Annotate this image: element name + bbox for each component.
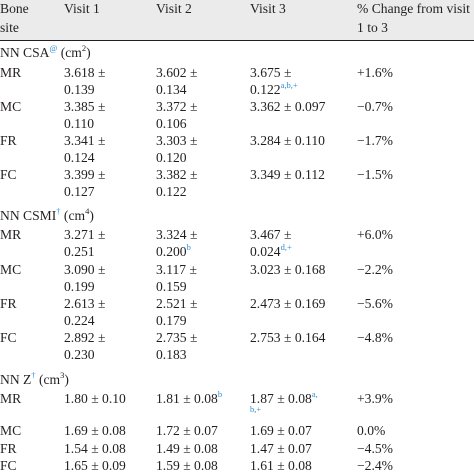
row-site: MR bbox=[0, 65, 22, 80]
cell-visit1: 2.892 ± bbox=[64, 330, 106, 345]
cell-visit2-sd: 0.122 bbox=[156, 184, 187, 199]
cell-visit3: 3.284 ± 0.110 bbox=[250, 133, 325, 148]
cell-visit2-sd: 0.120 bbox=[156, 150, 187, 165]
cell-visit3: 2.753 ± 0.164 bbox=[250, 330, 326, 345]
row-site: FC bbox=[0, 458, 17, 473]
row-site: FC bbox=[0, 330, 17, 345]
header-change-line2: 1 to 3 bbox=[357, 20, 388, 35]
cell-visit1-sd: 0.199 bbox=[64, 279, 95, 294]
cell-change: −5.6% bbox=[357, 296, 393, 311]
cell-visit1: 1.69 ± 0.08 bbox=[64, 423, 126, 438]
cell-visit1: 2.613 ± bbox=[64, 296, 106, 311]
cell-visit2-sd: 0.159 bbox=[156, 279, 187, 294]
cell-change: −4.5% bbox=[357, 441, 393, 456]
cell-visit1: 1.54 ± 0.08 bbox=[64, 441, 126, 456]
header-visit-2: Visit 2 bbox=[156, 1, 192, 16]
row-site: FR bbox=[0, 133, 17, 148]
cell-visit1: 3.090 ± bbox=[64, 262, 106, 277]
cell-visit2: 3.372 ± bbox=[156, 99, 198, 114]
cell-visit2-sd: 0.200b bbox=[156, 242, 191, 259]
cell-change: −1.5% bbox=[357, 167, 393, 182]
row-site: MC bbox=[0, 99, 22, 114]
cell-visit1: 1.80 ± 0.10 bbox=[64, 391, 126, 406]
cell-visit3: 1.69 ± 0.07 bbox=[250, 423, 312, 438]
cell-visit1-sd: 0.224 bbox=[64, 313, 95, 328]
cell-visit2-sd: 0.183 bbox=[156, 347, 187, 362]
cell-visit1: 3.385 ± bbox=[64, 99, 106, 114]
cell-visit3: 1.47 ± 0.07 bbox=[250, 441, 312, 456]
cell-visit3: 1.61 ± 0.08 bbox=[250, 458, 312, 473]
cell-visit2-sd: 0.134 bbox=[156, 82, 187, 97]
section-title-csmi: NN CSMI† (cm4) bbox=[0, 206, 94, 223]
header-visit-1: Visit 1 bbox=[64, 1, 100, 16]
cell-visit3: 3.023 ± 0.168 bbox=[250, 262, 326, 277]
cell-visit2: 3.382 ± bbox=[156, 167, 198, 182]
header-rule bbox=[0, 40, 474, 41]
section-title-z: NN Z† (cm3) bbox=[0, 370, 69, 387]
cell-visit1: 3.618 ± bbox=[64, 65, 106, 80]
cell-visit2-sd: 0.179 bbox=[156, 313, 187, 328]
cell-visit1: 3.271 ± bbox=[64, 227, 106, 242]
cell-change: −0.7% bbox=[357, 99, 393, 114]
cell-visit3-footnote: b,+ bbox=[250, 404, 262, 414]
section-title-csa: NN CSA@ (cm2) bbox=[0, 43, 91, 60]
cell-visit2: 1.59 ± 0.08 bbox=[156, 458, 218, 473]
cell-visit3: 3.467 ± bbox=[250, 227, 292, 242]
cell-visit2: 3.117 ± bbox=[156, 262, 197, 277]
table-header-background bbox=[0, 0, 474, 40]
row-site: FR bbox=[0, 296, 17, 311]
cell-visit3: 3.675 ± bbox=[250, 65, 292, 80]
cell-visit1-sd: 0.230 bbox=[64, 347, 95, 362]
cell-change: −1.7% bbox=[357, 133, 393, 148]
cell-visit1: 1.65 ± 0.09 bbox=[64, 458, 126, 473]
cell-change: +3.9% bbox=[357, 391, 393, 406]
cell-visit2-sd: 0.106 bbox=[156, 116, 187, 131]
cell-change: −4.8% bbox=[357, 330, 393, 345]
row-site: MR bbox=[0, 391, 22, 406]
cell-visit1: 3.399 ± bbox=[64, 167, 106, 182]
cell-visit3-sd: 0.024d,+ bbox=[250, 242, 292, 259]
cell-change: +1.6% bbox=[357, 65, 393, 80]
cell-visit3: 1.87 ± 0.08a, bbox=[250, 389, 318, 406]
header-change-line1: % Change from visit bbox=[357, 1, 470, 16]
cell-visit1-sd: 0.251 bbox=[64, 244, 95, 259]
cell-visit1-sd: 0.110 bbox=[64, 116, 95, 131]
header-bone-site-line1: Bone bbox=[0, 1, 29, 16]
cell-visit2: 2.735 ± bbox=[156, 330, 198, 345]
header-visit-3: Visit 3 bbox=[250, 1, 286, 16]
cell-visit2: 1.49 ± 0.08 bbox=[156, 441, 218, 456]
cell-visit2: 1.81 ± 0.08b bbox=[156, 389, 223, 406]
header-bone-site-line2: site bbox=[0, 20, 19, 35]
cell-visit2: 3.324 ± bbox=[156, 227, 198, 242]
cell-change: 0.0% bbox=[357, 423, 386, 438]
row-site: FC bbox=[0, 167, 17, 182]
cell-visit1-sd: 0.127 bbox=[64, 184, 95, 199]
cell-visit3: 3.362 ± 0.097 bbox=[250, 99, 326, 114]
cell-visit2: 3.602 ± bbox=[156, 65, 198, 80]
row-site: MC bbox=[0, 423, 22, 438]
cell-change: +6.0% bbox=[357, 227, 393, 242]
cell-visit2: 2.521 ± bbox=[156, 296, 198, 311]
row-site: FR bbox=[0, 441, 17, 456]
cell-visit3: 3.349 ± 0.112 bbox=[250, 167, 325, 182]
cell-visit3-sd: 0.122a,b,+ bbox=[250, 80, 298, 97]
row-site: MC bbox=[0, 262, 22, 277]
cell-visit1-sd: 0.124 bbox=[64, 150, 95, 165]
cell-change: −2.4% bbox=[357, 458, 393, 473]
cell-visit1: 3.341 ± bbox=[64, 133, 106, 148]
cell-visit2: 1.72 ± 0.07 bbox=[156, 423, 218, 438]
cell-visit1-sd: 0.139 bbox=[64, 82, 95, 97]
cell-change: −2.2% bbox=[357, 262, 393, 277]
cell-visit3: 2.473 ± 0.169 bbox=[250, 296, 326, 311]
row-site: MR bbox=[0, 227, 22, 242]
cell-visit2: 3.303 ± bbox=[156, 133, 198, 148]
